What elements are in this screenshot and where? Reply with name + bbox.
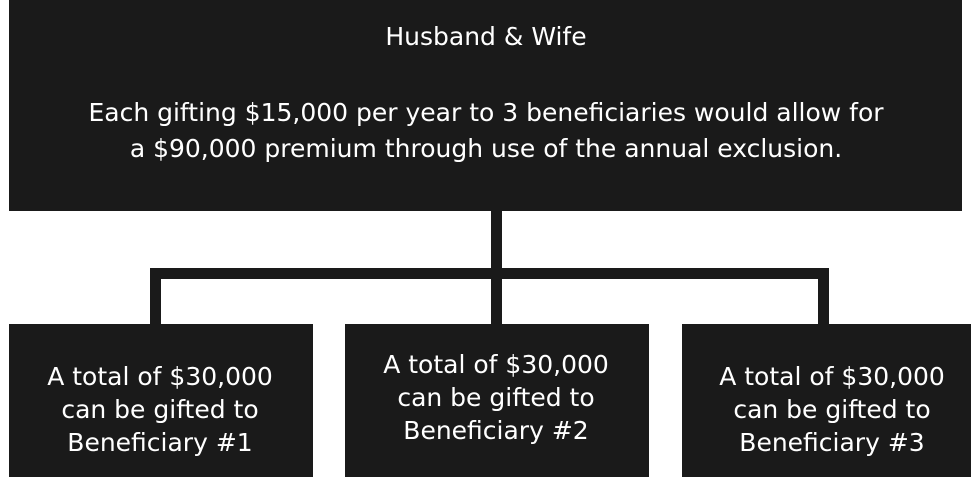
node-box <box>682 324 971 477</box>
connector <box>491 268 502 328</box>
top-text: a $90,000 premium through use of the ann… <box>130 134 842 163</box>
connector <box>150 268 161 328</box>
node-text: can be gifted to <box>61 395 258 424</box>
node-text: can be gifted to <box>733 395 930 424</box>
node-text: Beneficiary #2 <box>403 416 588 445</box>
node-text: Beneficiary #3 <box>739 428 924 457</box>
connector <box>150 268 825 279</box>
node-text: A total of $30,000 <box>47 362 273 391</box>
top-text: Each gifting $15,000 per year to 3 benef… <box>88 98 884 127</box>
node-text: can be gifted to <box>397 383 594 412</box>
top-title: Husband & Wife <box>385 22 586 51</box>
top-box <box>9 0 962 211</box>
node-text: A total of $30,000 <box>383 350 609 379</box>
node-text: A total of $30,000 <box>719 362 945 391</box>
node-text: Beneficiary #1 <box>67 428 252 457</box>
node-box <box>345 324 649 477</box>
node-box <box>9 324 313 477</box>
connector <box>491 211 502 273</box>
connector <box>818 268 829 328</box>
